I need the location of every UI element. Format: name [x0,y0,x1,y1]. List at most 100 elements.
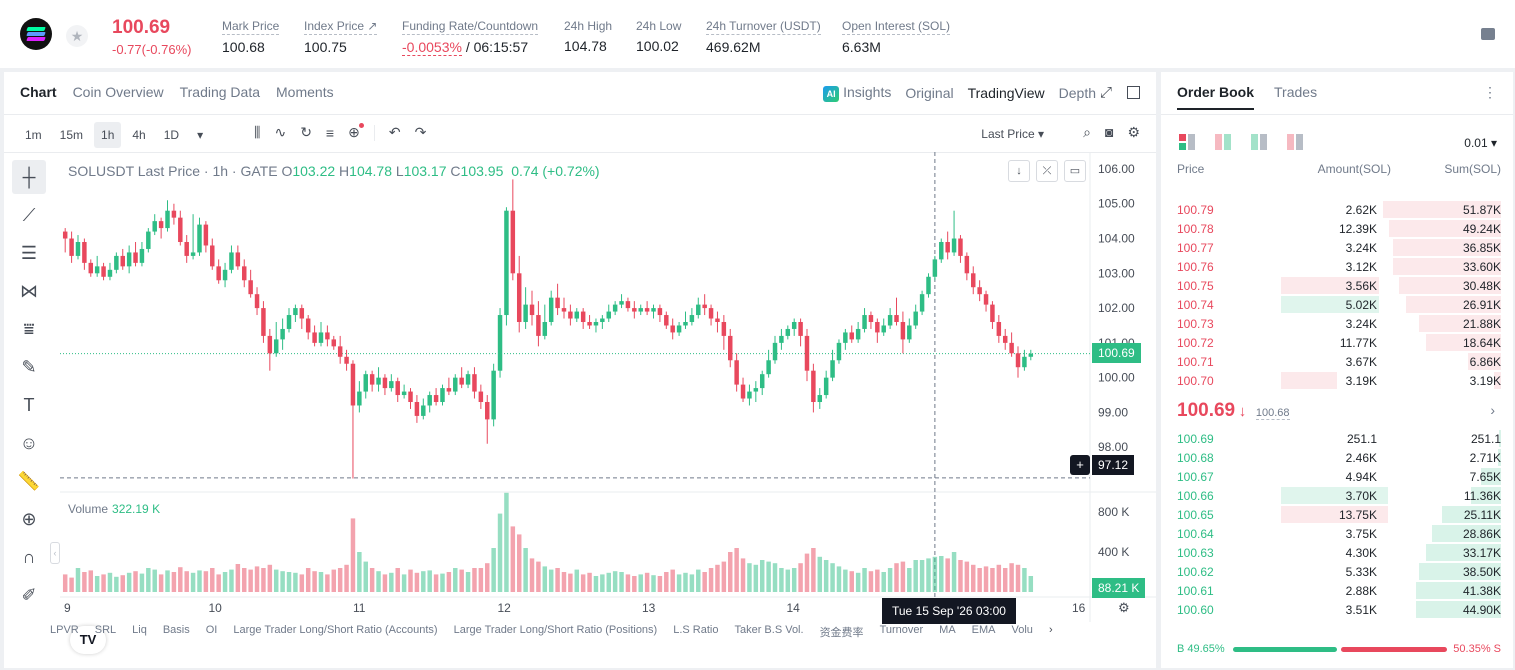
ask-row[interactable]: 100.77 3.24K 36.85K [1161,238,1513,257]
ask-row[interactable]: 100.79 2.62K 51.87K [1161,200,1513,219]
volume-tag: 88.21 K [1092,578,1146,598]
mode-asks-icon[interactable] [1287,134,1303,150]
magnet-icon[interactable]: ∩ [22,547,36,567]
insights-button[interactable]: AI Insights [823,84,891,102]
indicator-item[interactable]: SRL [94,624,117,636]
tab-order-book[interactable]: Order Book [1177,84,1255,110]
chevron-right-icon[interactable]: › [1490,402,1495,418]
redo-icon[interactable]: ↷ [414,124,427,140]
indicator-item[interactable]: Large Trader Long/Short Ratio (Positions… [453,624,658,636]
indicator-item[interactable]: Volu [1011,624,1033,636]
precision-select[interactable]: 0.01 ▾ [1464,136,1497,150]
indicator-item[interactable]: MA [939,624,956,636]
stat-index-price[interactable]: Index Price ↗ 100.75 [304,19,378,55]
candlestick-chart[interactable]: 106.00105.00104.00103.00102.00101.00100.… [4,152,1156,622]
view-depth[interactable]: Depth [1058,85,1096,101]
indicator-item[interactable]: Liq [132,624,147,636]
toggle-icon[interactable]: ▭ [1064,160,1086,182]
emoji-icon[interactable]: ☺ [19,433,39,453]
book-icon[interactable] [1481,28,1495,40]
indicators-icon[interactable]: ∿ [274,124,287,140]
bid-row[interactable]: 100.65 13.75K 25.11K [1161,505,1513,524]
mode-depth-icon[interactable] [1215,134,1231,150]
ask-row[interactable]: 100.78 12.39K 49.24K [1161,219,1513,238]
bid-row[interactable]: 100.68 2.46K 2.71K [1161,448,1513,467]
ask-row[interactable]: 100.74 5.02K 26.91K [1161,295,1513,314]
undo-icon[interactable]: ↶ [388,124,401,140]
zoom-in-icon[interactable]: ⊕ [21,509,37,529]
bid-row[interactable]: 100.61 2.88K 41.38K [1161,581,1513,600]
indicator-item[interactable]: L.S Ratio [673,624,719,636]
chevron-right-icon[interactable]: › [1048,624,1053,636]
price-source-select[interactable]: Last Price ▾ [981,127,1044,141]
ask-row[interactable]: 100.70 3.19K 3.19K [1161,371,1513,390]
search-icon[interactable]: ⌕ [1083,124,1091,140]
indicator-item[interactable]: OI [205,624,218,636]
templates-icon[interactable]: ≡ [325,124,335,141]
ruler-icon[interactable]: 📏 [17,471,41,491]
favorite-star-icon[interactable]: ★ [66,25,88,47]
collapse-toolbar-icon[interactable]: ‹ [50,542,60,564]
indicator-item[interactable]: 资金费率 [819,627,864,639]
horizontal-lines-icon[interactable]: ☰ [20,243,38,263]
ask-row[interactable]: 100.72 11.77K 18.64K [1161,333,1513,352]
bid-row[interactable]: 100.60 3.51K 44.90K [1161,600,1513,619]
tf-15m[interactable]: 15m [59,128,84,142]
replay-icon[interactable]: ↻ [300,124,312,140]
mode-bids-icon[interactable] [1251,134,1267,150]
indicator-item[interactable]: Taker B.S Vol. [734,624,804,636]
crosshair-icon[interactable]: ┼ [12,160,46,194]
ask-row[interactable]: 100.71 3.67K 6.86K [1161,352,1513,371]
window-icon[interactable] [1127,86,1140,99]
pattern-icon[interactable]: ⋈ [20,281,38,301]
candle-body [996,322,1002,336]
tab-coin-overview[interactable]: Coin Overview [72,84,164,100]
candle-type-icon[interactable]: ⫼ [254,124,261,140]
tab-chart[interactable]: Chart [20,84,57,100]
tf-1m[interactable]: 1m [25,128,42,142]
ask-row[interactable]: 100.76 3.12K 33.60K [1161,257,1513,276]
trendline-icon[interactable]: ⟋ [22,205,36,225]
text-icon[interactable]: T [23,395,35,415]
view-tradingview[interactable]: TradingView [967,85,1045,101]
ask-row[interactable]: 100.75 3.56K 30.48K [1161,276,1513,295]
settings-gear-icon[interactable]: ⚙ [1127,124,1140,140]
fib-icon[interactable]: ⩸ [23,319,35,339]
crosshair-plus-icon[interactable]: + [1070,455,1090,475]
bid-row[interactable]: 100.62 5.33K 38.50K [1161,562,1513,581]
view-original[interactable]: Original [905,85,954,101]
bid-row[interactable]: 100.63 4.30K 33.17K [1161,543,1513,562]
bid-row[interactable]: 100.64 3.75K 28.86K [1161,524,1513,543]
collapse-icon[interactable]: ⤫ [1036,160,1058,182]
volume-bar [785,569,791,592]
mode-both-icon[interactable] [1179,134,1195,150]
tab-trading-data[interactable]: Trading Data [179,84,261,100]
indicator-item[interactable]: Large Trader Long/Short Ratio (Accounts) [233,624,438,636]
pencil-icon[interactable]: ✐ [21,585,37,605]
camera-icon[interactable]: ◙ [1104,124,1114,140]
bid-row[interactable]: 100.66 3.70K 11.36K [1161,486,1513,505]
candle-body [88,262,94,274]
add-alert-icon[interactable]: ⊕ [348,123,364,141]
tf-4h[interactable]: 4h [132,128,146,142]
axis-settings-icon[interactable]: ⚙ [1118,600,1130,615]
tab-trades[interactable]: Trades [1274,84,1318,100]
indicator-item[interactable]: Turnover [879,624,924,636]
sell-ratio-bar [1341,647,1447,652]
scroll-down-icon[interactable]: ↓ [1008,160,1030,182]
indicator-item[interactable]: EMA [971,624,996,636]
volume-bar [715,564,720,592]
tf-1h[interactable]: 1h [94,122,122,148]
bid-row[interactable]: 100.67 4.94K 7.65K [1161,467,1513,486]
tf-dropdown-icon[interactable]: ▾ [197,128,204,142]
more-menu-icon[interactable]: ⋮ [1483,84,1497,100]
brush-icon[interactable]: ✎ [21,357,37,377]
tab-moments[interactable]: Moments [276,84,334,100]
ask-row[interactable]: 100.73 3.24K 21.88K [1161,314,1513,333]
indicator-item[interactable]: Basis [162,624,190,636]
fullscreen-icon[interactable]: ⤢ [1099,84,1112,101]
indicator-item[interactable]: LPVR [50,624,79,636]
depth-bar [1419,563,1501,580]
tf-1d[interactable]: 1D [163,128,180,142]
bid-row[interactable]: 100.69 251.1 251.1 [1161,429,1513,448]
